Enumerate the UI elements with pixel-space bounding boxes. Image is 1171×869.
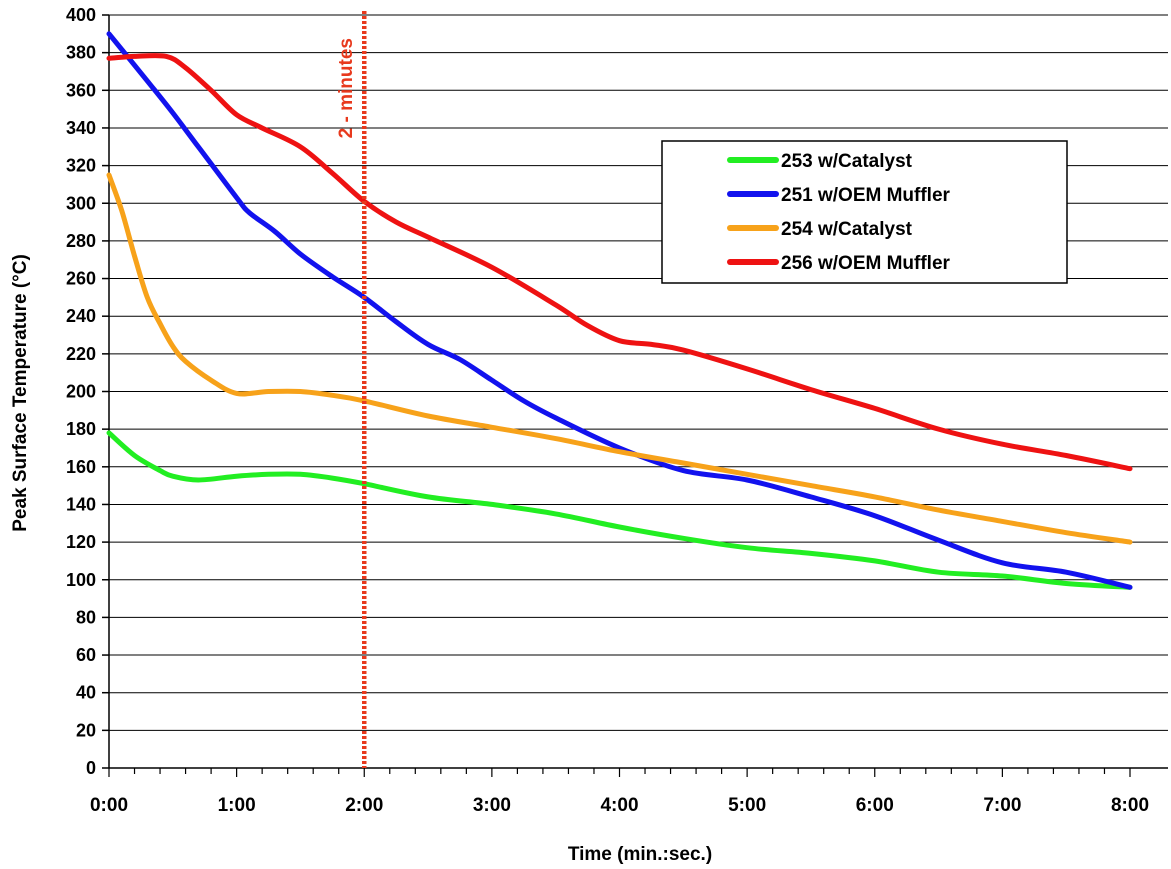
y-tick-label: 400 [66,5,96,25]
y-tick-label: 120 [66,532,96,552]
x-tick-label: 5:00 [728,795,766,816]
x-tick-label: 0:00 [90,795,128,816]
legend-label: 253 w/Catalyst [781,151,913,172]
y-tick-label: 160 [66,457,96,477]
x-tick-label: 6:00 [856,795,894,816]
annotation-label: 2 - minutes [336,38,357,138]
y-tick-label: 60 [76,645,96,665]
x-tick-labels: 0:00 1:00 2:00 3:00 4:00 5:00 6:00 7:00 8:00 [90,795,1149,816]
axis-ticks [102,14,1131,777]
x-tick-label: 8:00 [1111,795,1149,816]
gridlines [109,14,1168,731]
y-tick-label: 200 [66,382,96,402]
axes [108,15,1168,769]
y-tick-label: 320 [66,156,96,176]
y-tick-label: 380 [66,43,96,63]
y-tick-label: 300 [66,193,96,213]
x-tick-label: 1:00 [218,795,256,816]
x-axis-title: Time (min.:sec.) [568,844,712,865]
series-lines [106,31,1133,590]
series-line-256-w-oem-muffler [106,52,1133,472]
y-tick-label: 340 [66,118,96,138]
y-tick-labels: 0 20 40 60 80 100 120 140 160 180 200 220 240 260 280 3… [66,5,96,778]
y-tick-label: 240 [66,306,96,326]
y-tick-label: 280 [66,231,96,251]
legend-label: 256 w/OEM Muffler [781,253,951,274]
y-tick-label: 80 [76,607,96,627]
y-tick-label: 100 [66,570,96,590]
y-tick-label: 360 [66,80,96,100]
y-tick-label: 180 [66,419,96,439]
y-tick-label: 220 [66,344,96,364]
y-tick-label: 40 [76,683,96,703]
series-line-253-w-catalyst [106,430,1133,590]
legend-label: 251 w/OEM Muffler [781,185,951,206]
y-tick-label: 260 [66,269,96,289]
y-tick-label: 140 [66,494,96,514]
series-line-254-w-catalyst [106,172,1133,545]
y-tick-label: 20 [76,720,96,740]
series-line-251-w-oem-muffler [106,31,1133,590]
x-tick-label: 7:00 [983,795,1021,816]
legend: 253 w/Catalyst 251 w/OEM Muffler 254 w/Cat… [661,140,1068,284]
x-tick-label: 4:00 [600,795,638,816]
annotation-2-minutes: 2 - minutes [336,11,367,768]
legend-label: 254 w/Catalyst [781,219,913,240]
x-tick-label: 2:00 [345,795,383,816]
y-tick-label: 0 [86,758,96,778]
x-tick-label: 3:00 [473,795,511,816]
y-axis-title: Peak Surface Temperature (°C) [10,254,31,532]
